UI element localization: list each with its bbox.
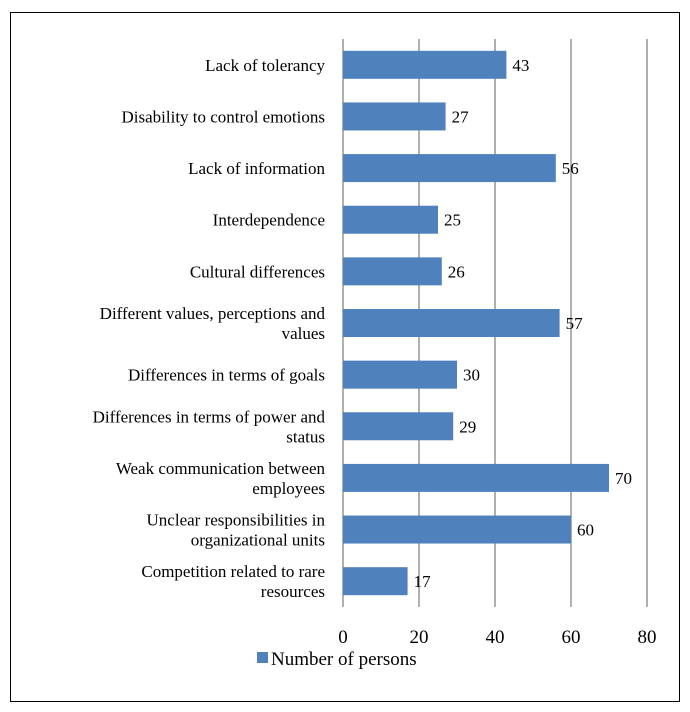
bar	[343, 360, 457, 389]
x-axis-ticks: 0 20 40 60 80	[338, 627, 656, 648]
category-labels: Lack of tolerancy Disability to control e…	[93, 56, 326, 601]
x-tick-label: 60	[562, 627, 581, 648]
category-label: Unclear responsibilities in organizationa…	[147, 511, 326, 550]
category-label: Competition related to rare resources	[141, 562, 325, 601]
legend-label: Number of persons	[271, 649, 417, 670]
value-label: 60	[577, 521, 594, 540]
value-label: 27	[452, 107, 470, 126]
value-label: 25	[444, 211, 461, 230]
chart-frame: Lack of tolerancy Disability to control e…	[10, 12, 680, 702]
bar	[343, 154, 556, 183]
category-label: Different values, perceptions and values	[100, 304, 326, 343]
category-label: Differences in terms of power and status	[93, 407, 326, 446]
value-label: 17	[414, 572, 432, 591]
category-label: Interdependence	[213, 211, 325, 230]
category-label: Lack of tolerancy	[205, 56, 325, 75]
category-label: Differences in terms of goals	[128, 366, 325, 385]
value-labels: 43 27 56 25 26 57 30 29 70 60 17	[414, 56, 632, 591]
bar	[343, 412, 454, 441]
value-label: 70	[615, 469, 632, 488]
x-tick-label: 0	[338, 627, 348, 648]
category-label: Cultural differences	[190, 262, 325, 281]
bar	[343, 567, 408, 596]
bar	[343, 102, 446, 131]
bar-chart: Lack of tolerancy Disability to control e…	[93, 39, 657, 670]
value-label: 56	[562, 159, 579, 178]
bar	[343, 463, 609, 492]
bar	[343, 515, 571, 544]
legend: Number of persons	[257, 649, 417, 670]
value-label: 26	[448, 262, 465, 281]
bars	[343, 50, 609, 596]
x-tick-label: 80	[638, 627, 657, 648]
value-label: 30	[463, 366, 480, 385]
category-label: Disability to control emotions	[121, 107, 325, 126]
value-label: 43	[512, 56, 529, 75]
category-label: Weak communication between employees	[116, 459, 326, 498]
bar	[343, 309, 560, 337]
bar	[343, 205, 438, 234]
value-label: 57	[566, 314, 584, 333]
value-label: 29	[459, 417, 476, 436]
category-label: Lack of information	[188, 159, 325, 178]
bar	[343, 50, 507, 79]
legend-swatch	[257, 652, 268, 663]
x-tick-label: 40	[486, 627, 505, 648]
x-tick-label: 20	[410, 627, 429, 648]
bar	[343, 257, 442, 286]
